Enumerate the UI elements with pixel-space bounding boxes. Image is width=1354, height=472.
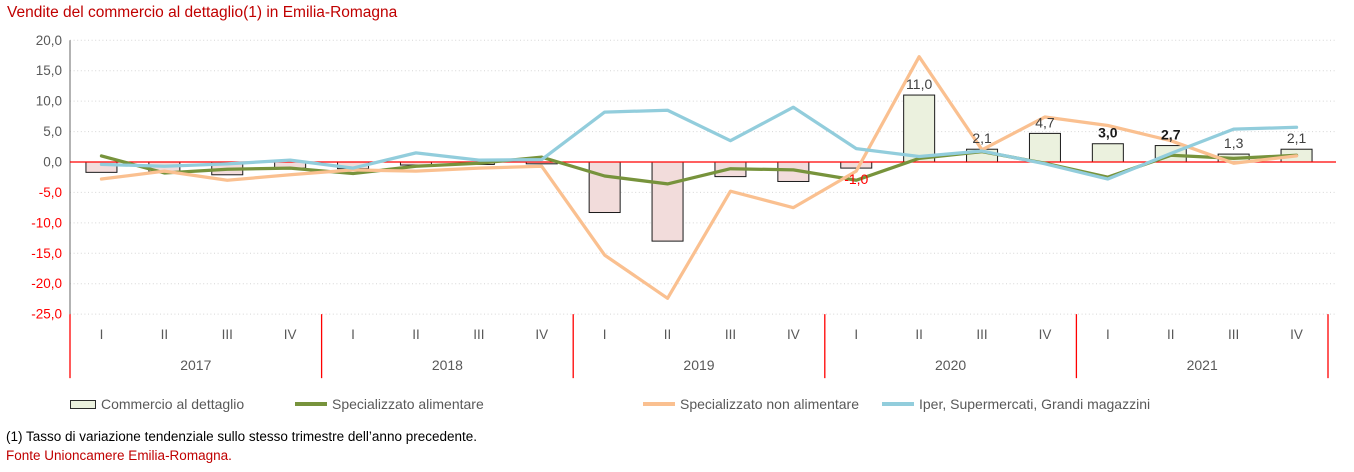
line-swatch-icon (882, 402, 914, 406)
svg-text:-1,0: -1,0 (844, 171, 868, 187)
svg-text:IV: IV (1290, 327, 1303, 342)
svg-text:II: II (1167, 327, 1175, 342)
svg-text:2017: 2017 (180, 357, 211, 373)
line-series (99, 55, 1299, 300)
svg-text:II: II (915, 327, 923, 342)
svg-text:4,7: 4,7 (1035, 114, 1055, 130)
bar (840, 161, 873, 169)
svg-text:III: III (725, 327, 736, 342)
svg-text:I: I (603, 327, 607, 342)
svg-text:-5,0: -5,0 (39, 185, 62, 200)
chart-plot-area: 20,0 15,0 10,0 5,0 0,0 -5,0 -10,0 -15,0 -20,0 -25… (31, 33, 1336, 379)
svg-text:IV: IV (284, 327, 297, 342)
svg-text:III: III (976, 327, 987, 342)
svg-text:III: III (1228, 327, 1239, 342)
legend-label: Commercio al dettaglio (101, 396, 245, 412)
svg-text:10,0: 10,0 (36, 94, 62, 109)
bar (903, 94, 936, 163)
y-axis-labels: 20,0 15,0 10,0 5,0 0,0 -5,0 -10,0 -15,0 -20,0 -25… (31, 33, 62, 322)
svg-text:2,1: 2,1 (1287, 130, 1307, 146)
svg-text:IV: IV (1039, 327, 1052, 342)
svg-text:0,0: 0,0 (43, 155, 62, 170)
svg-text:I: I (351, 327, 355, 342)
bar (1028, 132, 1061, 163)
svg-text:2020: 2020 (935, 357, 966, 373)
line-Specializzato non alimentare (99, 55, 1299, 300)
svg-text:11,0: 11,0 (906, 76, 932, 92)
legend-item-iper-supermercati: Iper, Supermercati, Grandi magazzini (882, 396, 1150, 412)
legend-label: Specializzato non alimentare (680, 396, 859, 412)
bar (651, 161, 684, 242)
svg-text:2021: 2021 (1187, 357, 1218, 373)
svg-text:2,1: 2,1 (972, 130, 992, 146)
svg-text:-15,0: -15,0 (31, 246, 62, 261)
svg-text:-10,0: -10,0 (31, 215, 62, 230)
svg-text:1,3: 1,3 (1224, 135, 1244, 151)
year-separators (69, 314, 1329, 379)
svg-text:IV: IV (535, 327, 548, 342)
line-swatch-icon (643, 402, 675, 406)
x-year-labels: 2017 2018 2019 2020 2021 (180, 357, 1218, 373)
svg-text:20,0: 20,0 (36, 33, 62, 48)
line-Iper, Supermercati, Grandi magazzini (99, 105, 1299, 181)
footnote-source: Fonte Unioncamere Emilia-Romagna. (6, 448, 232, 463)
svg-text:II: II (412, 327, 420, 342)
svg-text:III: III (473, 327, 484, 342)
bar (1091, 143, 1124, 163)
svg-text:2,7: 2,7 (1161, 127, 1181, 143)
svg-text:5,0: 5,0 (43, 124, 62, 139)
chart-title: Vendite del commercio al dettaglio(1) in… (7, 4, 398, 21)
svg-text:I: I (854, 327, 858, 342)
bar-value-labels: -1,0 11,0 2,1 4,7 3,0 2,7 1,3 2,1 (844, 76, 1306, 187)
svg-text:2018: 2018 (432, 357, 463, 373)
legend-item-commercio-al-dettaglio: Commercio al dettaglio (70, 396, 244, 412)
x-quarter-labels: I II III IV I II III IV I II III IV I II III IV I II III IV (100, 327, 1303, 342)
svg-text:III: III (222, 327, 233, 342)
svg-text:II: II (664, 327, 672, 342)
bar (588, 161, 621, 214)
svg-text:2019: 2019 (683, 357, 714, 373)
legend-item-specializzato-alimentare: Specializzato alimentare (295, 396, 484, 412)
svg-text:3,0: 3,0 (1098, 125, 1118, 141)
svg-text:15,0: 15,0 (36, 63, 62, 78)
svg-text:I: I (100, 327, 104, 342)
svg-text:-20,0: -20,0 (31, 276, 62, 291)
legend-item-specializzato-non-alimentare: Specializzato non alimentare (643, 396, 859, 412)
svg-text:II: II (161, 327, 169, 342)
line-swatch-icon (295, 402, 327, 406)
line-series (99, 105, 1299, 181)
svg-text:I: I (1106, 327, 1110, 342)
legend-label: Specializzato alimentare (332, 396, 484, 412)
y-gridlines (70, 39, 1336, 315)
footnote-definition: (1) Tasso di variazione tendenziale sull… (6, 429, 478, 444)
svg-text:IV: IV (787, 327, 800, 342)
bar-swatch-icon (70, 399, 96, 409)
svg-text:-25,0: -25,0 (31, 307, 62, 322)
legend-label: Iper, Supermercati, Grandi magazzini (919, 396, 1151, 412)
